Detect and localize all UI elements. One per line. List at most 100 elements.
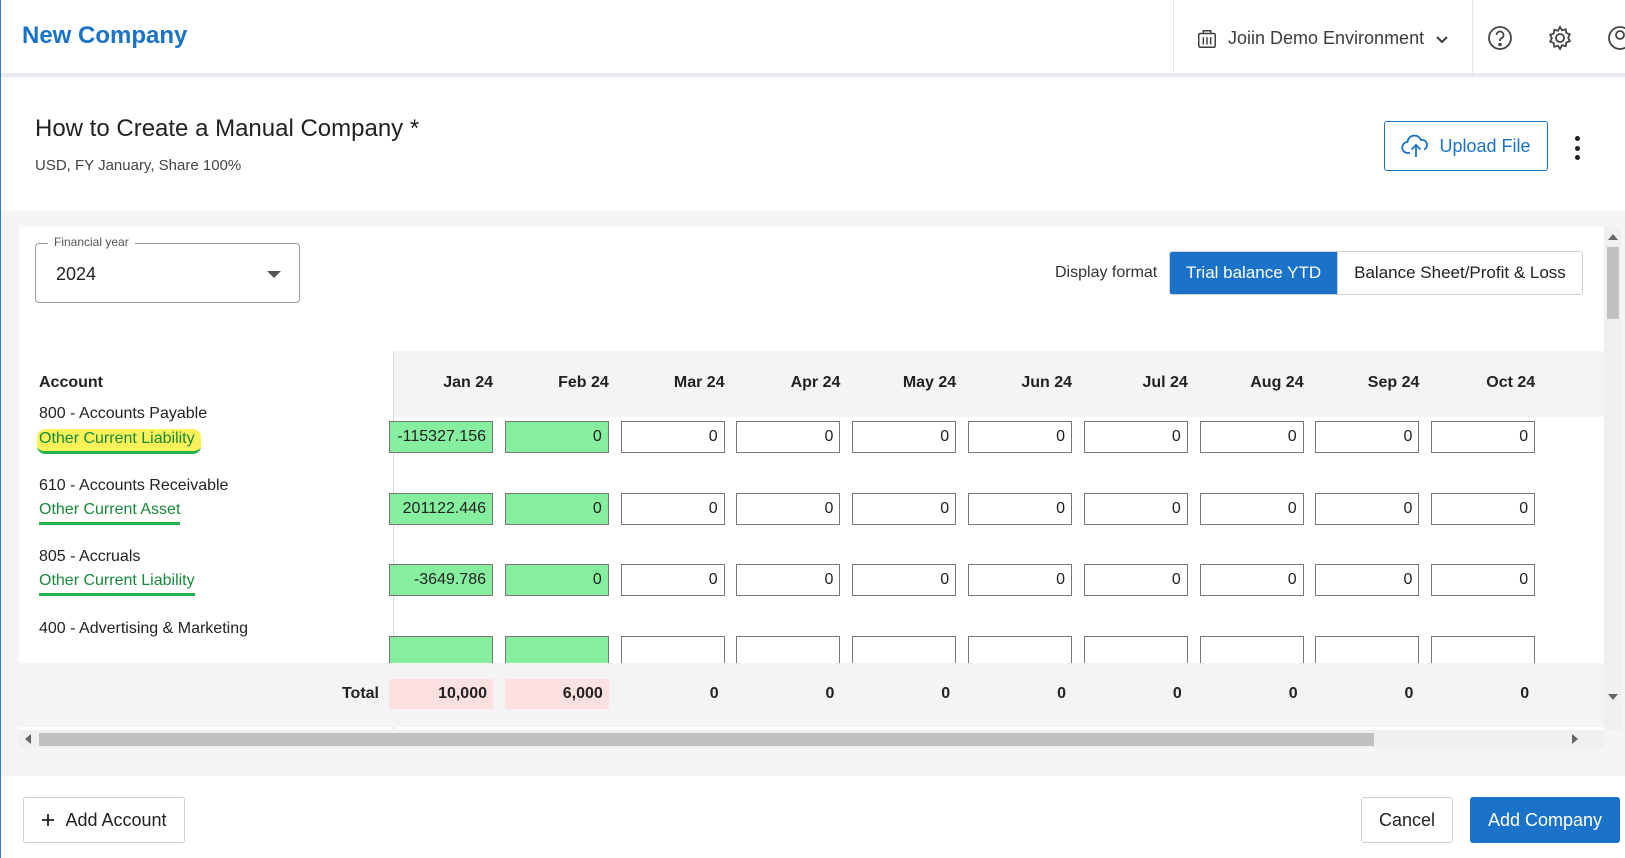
- vertical-scrollbar[interactable]: [1604, 227, 1621, 730]
- vertical-scroll-thumb[interactable]: [1607, 247, 1619, 319]
- amount-input[interactable]: [736, 564, 841, 596]
- scroll-down-icon[interactable]: [1608, 694, 1618, 700]
- amount-input[interactable]: [1315, 492, 1420, 525]
- amount-input[interactable]: [1199, 635, 1304, 668]
- month-header: Mar 24: [673, 374, 725, 391]
- month-header: May 24: [902, 374, 957, 391]
- user-icon[interactable]: [1606, 24, 1625, 52]
- amount-input[interactable]: [1431, 635, 1536, 668]
- brand-title: New Company: [22, 22, 188, 49]
- amount-input[interactable]: [852, 421, 957, 453]
- cancel-button[interactable]: Cancel: [1361, 797, 1453, 843]
- amount-input[interactable]: [620, 492, 725, 525]
- company-data-card: Financial year 2024 Display format Trial…: [19, 227, 1604, 748]
- scroll-up-icon[interactable]: [1608, 234, 1618, 240]
- gear-icon[interactable]: [1546, 24, 1574, 52]
- amount-input[interactable]: [968, 492, 1072, 525]
- amount-input[interactable]: [968, 564, 1072, 596]
- table-row: 400 - Advertising & Marketing: [19, 616, 1604, 690]
- amount-input[interactable]: [1199, 421, 1304, 453]
- chevron-down-icon: [1436, 35, 1448, 43]
- amount-input[interactable]: [1083, 492, 1188, 525]
- top-header: New Company Joiin Demo Environment: [1, 0, 1625, 77]
- add-company-button[interactable]: Add Company: [1470, 797, 1620, 843]
- financial-year-select[interactable]: Financial year 2024: [35, 235, 300, 303]
- month-header: Feb 24: [558, 374, 609, 391]
- total-value: 0: [825, 685, 835, 702]
- amount-input[interactable]: [389, 492, 493, 525]
- amount-input[interactable]: [1431, 564, 1536, 596]
- total-value: 10,000: [389, 679, 493, 709]
- amount-input[interactable]: [504, 492, 609, 525]
- account-type-link[interactable]: Other Current Liability: [39, 572, 195, 596]
- financial-year-label: Financial year: [48, 235, 135, 249]
- month-header: Jun 24: [1021, 374, 1072, 391]
- amount-input[interactable]: [1315, 635, 1420, 668]
- amount-input[interactable]: [1199, 564, 1304, 596]
- horizontal-scroll-thumb[interactable]: [39, 733, 1374, 746]
- total-value: 6,000: [504, 679, 609, 709]
- amount-input[interactable]: [968, 421, 1072, 453]
- plus-icon: [42, 814, 55, 826]
- total-value: 0: [709, 685, 719, 702]
- building-icon: [1198, 29, 1216, 48]
- environment-name: Joiin Demo Environment: [1228, 28, 1425, 48]
- account-name: 805 - Accruals: [39, 548, 141, 565]
- total-value: 0: [1057, 685, 1066, 702]
- amount-input[interactable]: [620, 635, 725, 668]
- amount-input[interactable]: [852, 492, 957, 525]
- format-balance-sheet-pl[interactable]: Balance Sheet/Profit & Loss: [1337, 252, 1582, 294]
- amount-input[interactable]: [1083, 564, 1188, 596]
- help-icon[interactable]: [1486, 24, 1514, 52]
- upload-file-label: Upload File: [1439, 135, 1531, 156]
- account-name: 800 - Accounts Payable: [39, 405, 208, 422]
- display-format-toggle: Trial balance YTD Balance Sheet/Profit &…: [1169, 251, 1583, 295]
- amount-input[interactable]: [1315, 564, 1420, 596]
- format-trial-balance-ytd[interactable]: Trial balance YTD: [1170, 252, 1338, 294]
- add-account-button[interactable]: Add Account: [23, 797, 185, 843]
- display-format-label: Display format: [1055, 264, 1158, 281]
- amount-input[interactable]: [620, 421, 725, 453]
- more-options-icon[interactable]: [1569, 136, 1585, 160]
- amount-input[interactable]: [389, 421, 493, 453]
- cloud-upload-icon: [1401, 134, 1429, 157]
- account-type-link[interactable]: Other Current Asset: [39, 501, 181, 525]
- page-subtitle: USD, FY January, Share 100%: [35, 157, 242, 174]
- total-row: Total 10,000 6,000 0 0 0 0 0 0 0 0: [19, 663, 1604, 727]
- total-value: 0: [1520, 685, 1530, 702]
- amount-input[interactable]: [389, 564, 493, 596]
- amount-input[interactable]: [852, 564, 957, 596]
- environment-selector[interactable]: Joiin Demo Environment: [1173, 0, 1473, 77]
- financial-year-value: 2024: [56, 264, 97, 284]
- amount-input[interactable]: [504, 635, 609, 668]
- amount-input[interactable]: [620, 564, 725, 596]
- amount-input[interactable]: [389, 635, 493, 668]
- upload-file-button[interactable]: Upload File: [1384, 121, 1548, 171]
- add-account-label: Add Account: [65, 809, 167, 830]
- amount-input[interactable]: [1315, 421, 1420, 453]
- horizontal-scrollbar[interactable]: [19, 730, 1604, 748]
- total-value: 0: [1404, 685, 1414, 702]
- amount-input[interactable]: [1431, 492, 1536, 525]
- total-value: 0: [1288, 685, 1298, 702]
- amount-input[interactable]: [504, 421, 609, 453]
- amount-input[interactable]: [736, 635, 841, 668]
- account-type-link[interactable]: Other Current Liability: [37, 429, 201, 454]
- scroll-left-icon[interactable]: [25, 734, 31, 744]
- amount-input[interactable]: [852, 635, 957, 668]
- amount-input[interactable]: [504, 564, 609, 596]
- amount-input[interactable]: [736, 492, 841, 525]
- amount-input[interactable]: [1431, 421, 1536, 453]
- scroll-right-icon[interactable]: [1572, 734, 1578, 744]
- amount-input[interactable]: [1083, 635, 1188, 668]
- month-header: Jan 24: [443, 374, 493, 391]
- amount-input[interactable]: [968, 635, 1072, 668]
- month-header: Aug 24: [1250, 374, 1304, 391]
- amount-input[interactable]: [1199, 492, 1304, 525]
- total-value: 0: [941, 685, 951, 702]
- page-title: How to Create a Manual Company *: [35, 115, 420, 142]
- amount-input[interactable]: [1083, 421, 1188, 453]
- amount-input[interactable]: [736, 421, 841, 453]
- table-row: 800 - Accounts Payable Other Current Liab…: [19, 401, 1604, 475]
